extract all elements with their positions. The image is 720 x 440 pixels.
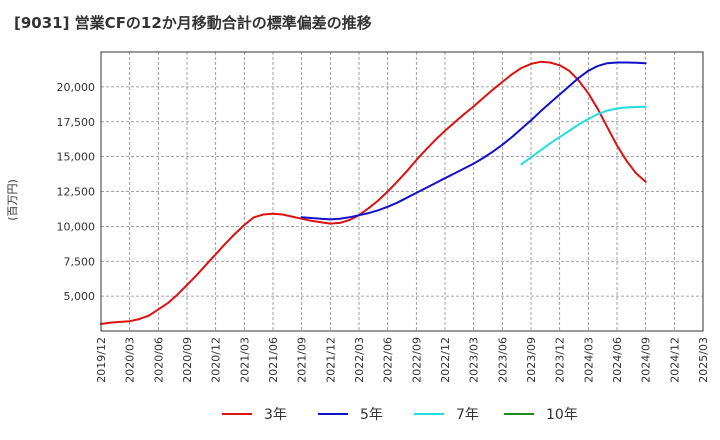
legend-label-3: 7年 (456, 407, 479, 423)
x-tick-label: 2022/12 (439, 337, 452, 383)
x-tick-label: 2022/03 (353, 337, 366, 383)
x-axis-ticks: 2019/12 2020/03 2020/06 2020/09 2020/12 2021/… (95, 337, 710, 383)
x-tick-label: 2023/09 (525, 337, 538, 383)
legend-label-2: 5年 (360, 407, 383, 423)
x-tick-label: 2021/12 (324, 337, 337, 383)
y-tick-label: 12,500 (57, 186, 96, 199)
legend-label-4: 10年 (546, 407, 578, 423)
x-tick-label: 2024/06 (611, 337, 624, 383)
legend-label-1: 3年 (264, 407, 287, 423)
x-tick-label: 2021/03 (238, 337, 251, 383)
y-tick-label: 20,000 (57, 81, 96, 94)
x-tick-label: 2023/06 (496, 337, 509, 383)
y-axis-label: (百万円) (6, 179, 19, 221)
x-tick-label: 2024/03 (582, 337, 595, 383)
series-line-3 (520, 105, 647, 166)
x-tick-label: 2021/06 (267, 337, 280, 383)
chart-title: [9031] 営業CFの12か月移動合計の標準偏差の推移 (14, 14, 372, 32)
y-axis-ticks: 5,000 7,500 10,000 12,500 15,000 17,500 20,000 (57, 81, 96, 303)
y-tick-label: 5,000 (64, 290, 96, 303)
x-tick-label: 2020/03 (124, 337, 137, 383)
x-tick-label: 2024/12 (668, 337, 681, 383)
grid (100, 52, 704, 331)
x-tick-label: 2019/12 (95, 337, 108, 383)
legend: 3年 5年 7年 10年 (222, 407, 578, 423)
x-tick-label: 2020/06 (152, 337, 165, 383)
x-tick-label: 2022/09 (410, 337, 423, 383)
x-tick-label: 2020/09 (181, 337, 194, 383)
x-tick-label: 2024/09 (640, 337, 653, 383)
y-tick-label: 10,000 (57, 220, 96, 233)
series-line-2 (300, 61, 647, 221)
plot-frame (100, 51, 704, 332)
series-line-1 (100, 60, 647, 325)
y-tick-label: 7,500 (64, 255, 96, 268)
x-tick-label: 2025/03 (697, 337, 710, 383)
y-tick-label: 15,000 (57, 151, 96, 164)
x-tick-label: 2021/09 (296, 337, 309, 383)
x-tick-label: 2022/06 (382, 337, 395, 383)
y-tick-label: 17,500 (57, 116, 96, 129)
x-tick-label: 2023/12 (554, 337, 567, 383)
x-tick-label: 2020/12 (210, 337, 223, 383)
x-tick-label: 2023/03 (468, 337, 481, 383)
series-lines (100, 60, 647, 325)
